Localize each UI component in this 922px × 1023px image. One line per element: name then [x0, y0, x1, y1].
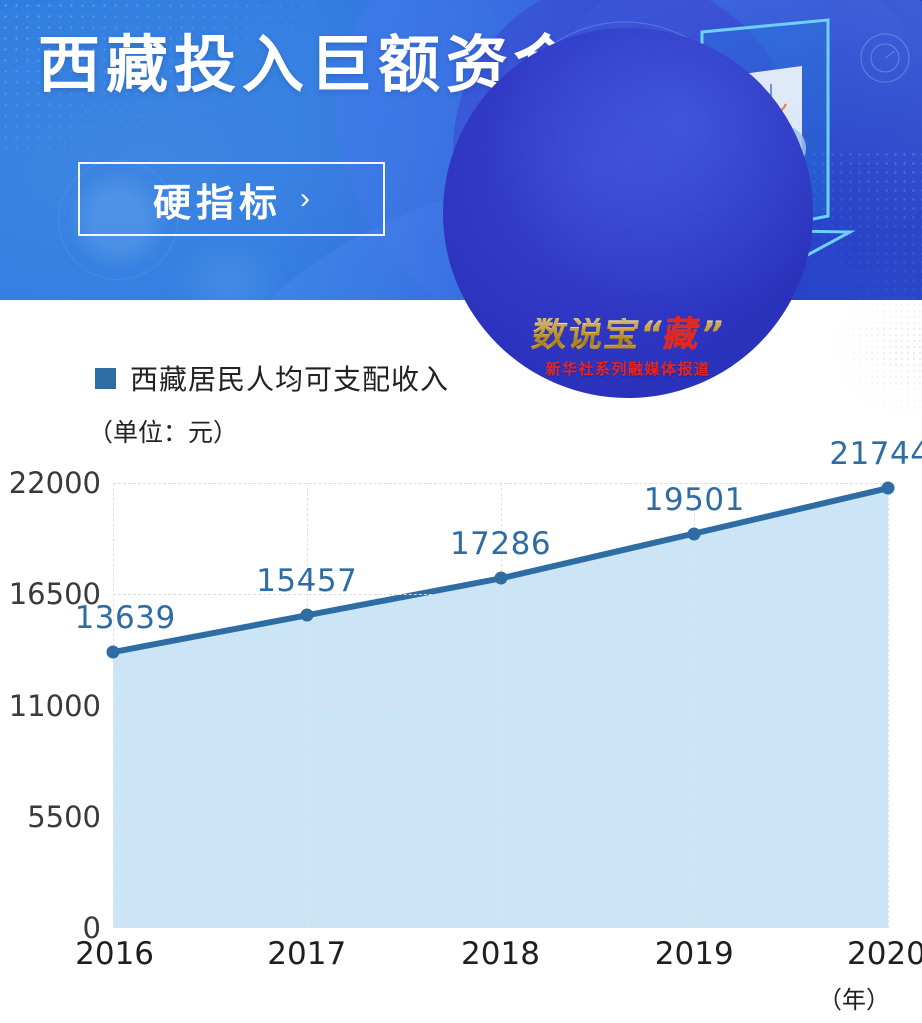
data-point-marker[interactable]	[687, 527, 701, 541]
data-point-marker[interactable]	[106, 645, 120, 659]
x-axis-tick-label: 2020	[846, 936, 922, 972]
chart-area: 西藏居民人均可支配收入 （单位：元） 0 5500 11000 16500 22000 2…	[0, 300, 922, 1023]
data-point-value-label: 21744	[829, 436, 922, 473]
unit-note: （单位：元）	[88, 418, 239, 447]
data-point-value-label: 19501	[643, 481, 745, 518]
data-point-value-label: 15457	[256, 563, 358, 600]
legend-label: 西藏居民人均可支配收入	[130, 363, 450, 396]
y-axis-tick-label: 11000	[8, 688, 101, 723]
x-axis-tick-label: 2016	[75, 936, 155, 972]
series-logo-text: 数说宝“藏”	[529, 315, 727, 355]
quote-close: ”	[697, 315, 727, 355]
chart-legend: 西藏居民人均可支配收入	[95, 358, 449, 398]
data-point-marker[interactable]	[881, 481, 895, 495]
series-badge-subtitle: 新华社系列融媒体报道	[545, 360, 711, 378]
data-point-marker[interactable]	[300, 608, 314, 622]
hard-indicator-button[interactable]: 硬指标 ›	[78, 162, 385, 236]
x-axis-unit-label: （年）	[818, 986, 890, 1014]
gridline-vertical	[500, 483, 502, 928]
data-point-value-label: 17286	[449, 526, 552, 563]
y-axis-tick-label: 0	[82, 911, 101, 945]
gridline-vertical	[694, 483, 696, 928]
series-logo-main: 数说宝	[529, 315, 643, 355]
legend-swatch-icon	[95, 367, 116, 389]
gridline-vertical	[306, 483, 308, 928]
y-axis-tick-label: 16500	[8, 577, 101, 612]
hard-indicator-label: 硬指标	[152, 180, 282, 225]
series-logo-accent: 藏	[661, 315, 703, 355]
x-axis-tick-label: 2018	[461, 936, 540, 972]
chevron-right-icon: ›	[300, 182, 310, 215]
gridline-vertical	[113, 483, 114, 928]
x-axis-tick-label: 2019	[654, 936, 734, 972]
brain-outline-icon	[170, 238, 290, 300]
y-axis-tick-label: 22000	[8, 466, 101, 500]
y-axis-tick-label: 5500	[27, 799, 101, 834]
series-badge: 数说宝“藏” 新华社系列融媒体报道	[443, 300, 813, 398]
gridline-vertical	[888, 483, 889, 928]
watermark-decoration	[827, 302, 922, 422]
page-title: 西藏投入巨额资金	[38, 28, 583, 101]
x-axis-tick-label: 2017	[267, 936, 347, 972]
data-point-value-label: 13639	[74, 600, 176, 637]
plot-region: 0 5500 11000 16500 22000 2016 2017 2018 2019 2020…	[9, 436, 922, 1014]
data-point-marker[interactable]	[494, 571, 507, 585]
